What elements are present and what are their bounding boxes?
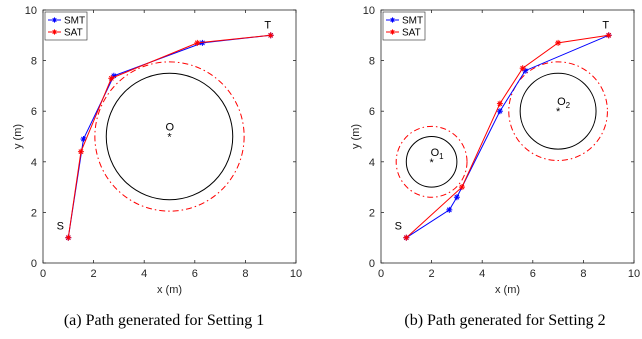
y-tick-label: 2 [31,207,37,219]
y-tick-label: 10 [363,5,375,17]
point-sat [555,39,562,46]
y-tick-label: 4 [369,157,375,169]
point-sat [519,65,526,72]
x-tick-label: 10 [628,268,640,280]
point-sat [403,234,410,241]
x-axis-label: x (m) [157,284,182,296]
obstacle-label-main: O [166,122,175,134]
point-sat [194,39,201,46]
obstacle-label-subscript: 1 [439,152,444,161]
point-sat [605,32,612,39]
subfigure-caption: (a) Path generated for Setting 1 [64,312,264,329]
x-tick-label: 4 [479,268,485,280]
obstacle-circle [519,72,597,150]
x-tick-label: 10 [290,268,302,280]
point-smt [446,206,453,213]
y-tick-label: 2 [369,207,375,219]
obstacle-circle [405,136,458,188]
legend-marker-smt [51,17,58,23]
point-sat [65,234,72,241]
point-sat [267,32,274,39]
x-tick-label: 6 [192,268,198,280]
obstacle-label-main: O [557,96,566,108]
obstacle-label: O1 [431,147,445,161]
legend-label-smt: SMT [64,16,85,27]
legend-label-smt: SMT [402,16,423,27]
y-tick-label: 8 [369,56,375,68]
point-sat [77,148,84,155]
x-tick-label: 8 [242,268,248,280]
point-label-t: T [602,19,609,31]
y-tick-label: 4 [31,157,37,169]
point-label-s: S [395,221,402,233]
x-tick-label: 0 [378,268,384,280]
legend-label-sat: SAT [402,28,421,39]
x-tick-label: 0 [40,268,46,280]
x-tick-label: 4 [141,268,147,280]
legend-box [44,11,88,41]
y-tick-label: 10 [25,5,37,17]
plot-area [380,9,635,264]
point-label-s: S [57,221,64,233]
y-axis-label: y (m) [12,124,24,149]
legend-label-sat: SAT [64,28,83,39]
x-tick-label: 8 [580,268,586,280]
y-tick-label: 6 [369,106,375,118]
point-smt [496,108,503,115]
obstacle-label: O2 [557,96,571,110]
obstacle-center-marker: * [556,106,561,118]
obstacle-circle [105,72,234,201]
legend-marker-sat [51,29,58,35]
point-smt [80,136,87,143]
safety-circle [94,61,245,212]
obstacle-label-main: O [431,147,440,159]
point-smt [453,194,460,201]
legend-box [382,11,426,41]
point-sat [496,100,503,107]
safety-circle [508,61,608,162]
obstacle-center-marker: * [429,157,434,169]
x-tick-label: 2 [429,268,435,280]
safety-circle [395,125,468,198]
x-axis-label: x (m) [495,284,520,296]
subfigure-caption: (b) Path generated for Setting 2 [404,312,605,329]
legend-marker-sat [389,29,396,35]
y-axis-label: y (m) [350,124,362,149]
y-tick-label: 0 [31,258,37,270]
x-tick-label: 2 [91,268,97,280]
obstacle-label: O [166,122,175,134]
series-line-smt [406,34,609,239]
x-tick-label: 6 [530,268,536,280]
obstacle-center-marker: * [167,132,172,144]
point-sat [108,75,115,82]
y-tick-label: 0 [369,258,375,270]
series-line-sat [405,34,609,239]
point-sat [458,184,465,191]
obstacle-label-subscript: 2 [566,101,571,110]
y-tick-label: 8 [31,56,37,68]
y-tick-label: 6 [31,106,37,118]
point-label-t: T [264,19,271,31]
legend-marker-smt [389,17,396,23]
